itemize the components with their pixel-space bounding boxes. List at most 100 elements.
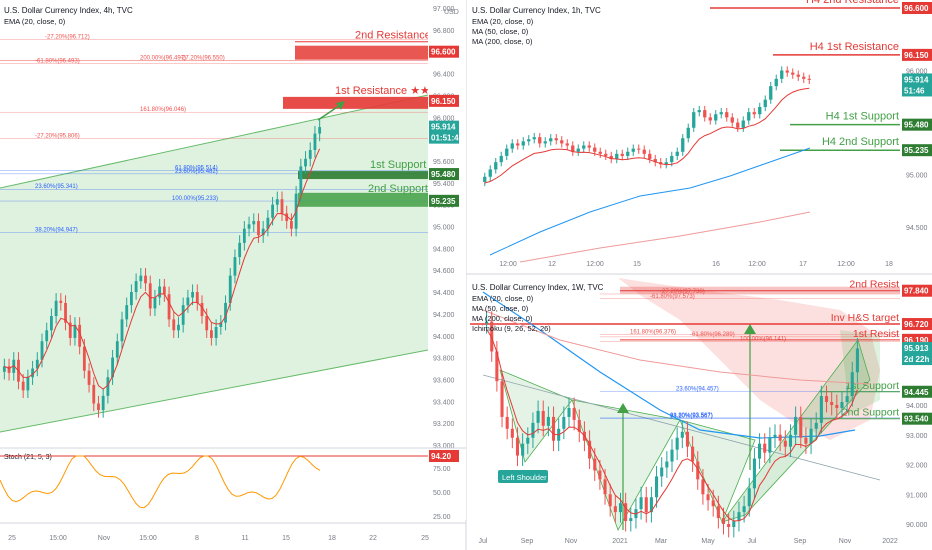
candle-1w-candle <box>804 437 808 444</box>
fib-label-1w: 161.80%(96.376) <box>630 329 676 335</box>
candle-4h-candle <box>219 322 223 328</box>
time-tick-1w: Mar <box>655 538 668 545</box>
label-line-inv-hs: Inv H&S target <box>831 312 899 324</box>
channel-lower-line <box>0 349 429 433</box>
time-tick-1w: Sep <box>794 538 807 545</box>
candle-4h-candle <box>290 221 293 229</box>
time-tick-1w: May <box>701 538 715 545</box>
candle-1w-candle <box>706 494 710 501</box>
fib-label-1w: 38.20%(93.567) <box>670 414 713 420</box>
candle-1h-candle <box>576 148 580 152</box>
candle-1w-candle <box>546 416 550 426</box>
label-line-2nd-support-1w: 2nd Support <box>842 407 899 419</box>
label-line-2nd-resist-1w: 2nd Resist <box>849 279 899 291</box>
time-tick-1w: Jul <box>748 538 757 545</box>
tag-1st-support: 95.480 <box>431 170 456 179</box>
candle-4h-candle <box>167 294 171 320</box>
candle-4h-candle <box>228 275 232 303</box>
time-tick: 15 <box>282 535 290 542</box>
tag-1st-resist-1w: 96.190 <box>904 336 929 345</box>
label-2nd-support: 2nd Support <box>368 183 428 195</box>
candle-1h-candle <box>521 141 525 146</box>
candle-1w-candle <box>794 416 798 435</box>
tag-current-price: 95.914 <box>431 123 456 132</box>
candle-4h-candle <box>73 324 77 338</box>
candle-4h-candle <box>162 286 166 295</box>
candle-1h-candle <box>736 122 740 128</box>
candle-1h-candle <box>747 112 751 121</box>
candle-4h-candle <box>313 133 317 151</box>
candle-4h-candle <box>214 327 218 338</box>
candle-1h-candle <box>692 112 696 128</box>
candle-1w-candle <box>531 422 535 438</box>
candle-1h-candle <box>565 143 569 146</box>
candle-1h-candle <box>488 169 492 177</box>
label-h4_2nd_resistance: H4 2nd Resistance <box>806 0 899 6</box>
candle-1w-candle <box>485 321 489 324</box>
left-shoulder-badge <box>498 470 548 483</box>
tag-1st-resistance-bg <box>429 94 459 107</box>
tag-2nd-support-1w: 93.540 <box>904 415 929 424</box>
candle-4h-candle <box>318 127 322 134</box>
candle-4h-candle <box>59 300 63 303</box>
candle-1h-candle <box>532 137 536 140</box>
fib-label-1w: 100.00%(96.141) <box>740 336 786 342</box>
candle-1w-candle <box>696 461 700 480</box>
candle-4h-candle <box>144 275 147 284</box>
candle-1w-candle <box>588 440 592 459</box>
tag-countdown-1w-bg <box>902 353 932 366</box>
candle-4h-candle <box>7 366 11 373</box>
candle-4h-candle <box>50 316 53 331</box>
candle-4h-candle <box>101 395 105 411</box>
zone-1st-support <box>298 171 428 180</box>
fib-label: 100.00%(95.233) <box>172 196 218 202</box>
tag-h4-1st-resistance-bg <box>902 48 932 61</box>
candle-1w-candle <box>855 348 859 373</box>
candle-4h-candle <box>54 300 58 317</box>
fib-label: -27.20%(96.550) <box>180 55 225 61</box>
candle-1w-candle <box>660 467 664 477</box>
fib-label: 200.00%(96.497) <box>140 55 186 61</box>
candle-4h-candle <box>266 217 270 229</box>
left-shoulder-shape <box>499 369 573 463</box>
candle-1w-candle <box>500 381 504 417</box>
stoch-tag: 94.20 <box>431 452 452 461</box>
candle-1w-candle <box>680 431 684 438</box>
candle-1w-candle <box>721 518 726 525</box>
candle-1h-candle <box>494 162 498 170</box>
tag-current-1h-bg <box>902 73 932 86</box>
tag-h4-2nd-resistance-bg <box>902 2 932 14</box>
indicator-1w: EMA (20, close, 0) <box>472 294 534 303</box>
tag-1st-resistance: 96.150 <box>431 97 456 106</box>
label-h4_1st_support: H4 1st Support <box>826 111 899 123</box>
title-1w: U.S. Dollar Currency Index, 1W, TVC <box>472 283 604 292</box>
candle-4h-candle <box>134 281 138 293</box>
tag-countdown-1h: 51:46 <box>904 86 925 95</box>
price-channel <box>0 95 428 432</box>
ichimoku-cloud <box>618 278 880 440</box>
candle-4h-candle <box>35 359 39 369</box>
time-tick-1h: 15 <box>633 261 641 268</box>
candle-1h-candle <box>774 78 778 87</box>
zone-2nd-support <box>298 192 428 207</box>
fib-label: 23.60%(95.482) <box>175 169 218 175</box>
candle-1w-candle <box>526 437 530 444</box>
candle-1h-candle <box>510 143 514 149</box>
right-shoulder-shape <box>679 419 756 524</box>
price-tick-1w: 93.000 <box>906 433 928 440</box>
candle-4h-candle <box>111 357 114 378</box>
time-tick-1h: 17 <box>799 261 807 268</box>
fib-label-1w: -61.80%(96.289) <box>690 332 735 338</box>
candle-1w-candle <box>768 437 772 453</box>
stoch-label: Stoch (21, 5, 3) <box>4 454 52 461</box>
axis-unit: USD <box>444 9 459 16</box>
label-line-1st-support-1w: 1st Support <box>845 380 899 392</box>
candle-1h-candle <box>730 117 734 123</box>
time-tick-1h: 12:00 <box>837 261 855 268</box>
candle-1h-candle <box>796 74 800 77</box>
fib-label: 38.20%(94.947) <box>35 227 78 233</box>
tag-2nd-support-bg <box>429 194 459 207</box>
candle-4h-candle <box>2 366 6 372</box>
indicator-1w: MA (50, close, 0) <box>472 304 529 313</box>
candle-1w-candle <box>840 402 844 408</box>
